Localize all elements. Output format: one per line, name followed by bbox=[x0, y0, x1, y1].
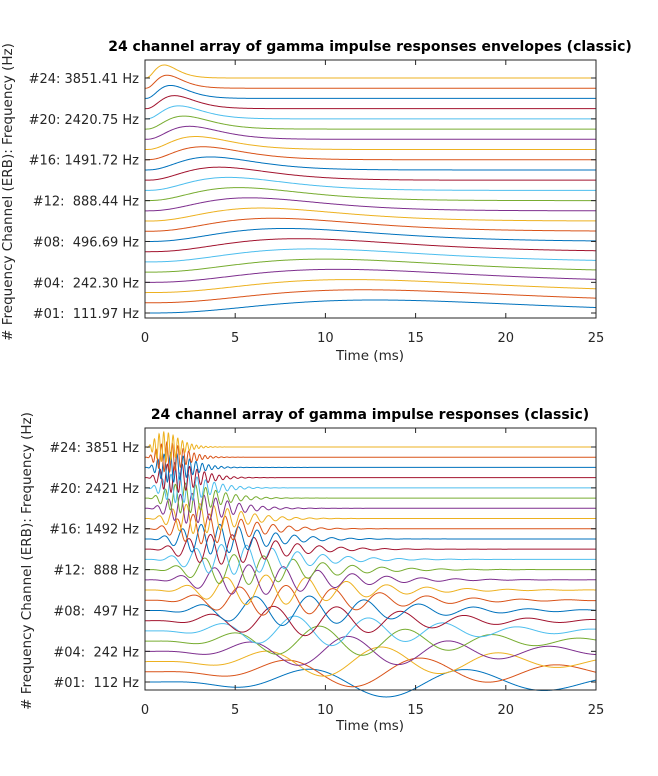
x-tick-label: 5 bbox=[231, 331, 239, 346]
x-tick-label: 0 bbox=[141, 703, 149, 718]
x-tick-label: 10 bbox=[317, 703, 334, 718]
series-channel-22 bbox=[145, 451, 596, 484]
series-channel-16 bbox=[145, 513, 596, 545]
series-channel-17 bbox=[145, 503, 596, 534]
series-channel-23 bbox=[144, 74, 596, 89]
series-channel-08 bbox=[145, 227, 597, 242]
series-channel-09 bbox=[145, 584, 597, 616]
series-channel-18 bbox=[145, 125, 596, 140]
series-channel-06 bbox=[145, 248, 597, 263]
y-tick-label: #24: 3851 Hz bbox=[49, 441, 139, 456]
series-channel-11 bbox=[145, 197, 596, 212]
y-tick-label: #20: 2420.75 Hz bbox=[29, 113, 140, 128]
series-channel-10 bbox=[145, 574, 597, 606]
waveform-plot-area bbox=[144, 427, 597, 691]
y-tick-label: #04: 242.30 Hz bbox=[33, 276, 139, 291]
series-channel-09 bbox=[145, 217, 597, 232]
envelope-chart-title: 24 channel array of gamma impulse respon… bbox=[108, 39, 632, 55]
y-tick-label: #08: 497 Hz bbox=[53, 604, 139, 619]
envelope-y-axis-label: # Frequency Channel (ERB): Frequency (Hz… bbox=[0, 43, 16, 341]
series-channel-22 bbox=[144, 84, 596, 99]
x-tick-label: 15 bbox=[407, 703, 424, 718]
series-channel-15 bbox=[145, 523, 596, 555]
x-tick-label: 15 bbox=[407, 331, 424, 346]
series-channel-24 bbox=[145, 430, 596, 464]
series-channel-05 bbox=[145, 625, 597, 656]
series-channel-11 bbox=[145, 564, 596, 595]
series-channel-03 bbox=[145, 279, 597, 294]
series-channel-21 bbox=[145, 462, 596, 494]
series-channel-19 bbox=[145, 482, 596, 514]
x-tick-label: 5 bbox=[231, 703, 239, 718]
y-tick-label: #04: 242 Hz bbox=[53, 645, 139, 660]
y-tick-label: #16: 1492 Hz bbox=[49, 523, 139, 538]
series-channel-03 bbox=[145, 646, 597, 677]
series-channel-14 bbox=[145, 166, 596, 181]
envelope-x-axis-label: Time (ms) bbox=[335, 348, 404, 364]
series-channel-05 bbox=[145, 258, 597, 273]
envelope-plot-area bbox=[144, 59, 597, 319]
series-channel-24 bbox=[144, 64, 596, 79]
x-tick-label: 20 bbox=[498, 703, 515, 718]
series-channel-10 bbox=[145, 207, 596, 222]
series-channel-13 bbox=[145, 544, 596, 575]
series-channel-20 bbox=[145, 472, 596, 504]
x-tick-label: 20 bbox=[498, 331, 515, 346]
envelope-chart: 24 channel array of gamma impulse respon… bbox=[0, 39, 632, 364]
y-tick-label: #20: 2421 Hz bbox=[49, 482, 139, 497]
envelope-traces bbox=[144, 64, 597, 314]
y-tick-label: #12: 888 Hz bbox=[53, 564, 139, 579]
waveform-traces bbox=[145, 430, 597, 698]
y-tick-label: #01: 112 Hz bbox=[53, 676, 139, 691]
waveform-chart: 24 channel array of gamma impulse respon… bbox=[19, 407, 604, 734]
waveform-x-ticks: 0 5 10 15 20 25 bbox=[141, 428, 604, 718]
series-channel-01 bbox=[145, 299, 597, 314]
series-channel-02 bbox=[145, 289, 597, 304]
series-channel-14 bbox=[145, 534, 596, 565]
x-tick-label: 0 bbox=[141, 331, 149, 346]
waveform-y-ticks: #01: 112 Hz #04: 242 Hz #08: 497 Hz #12: 88… bbox=[49, 441, 596, 691]
series-channel-12 bbox=[145, 187, 596, 202]
series-channel-12 bbox=[145, 554, 596, 585]
series-channel-19 bbox=[144, 115, 596, 130]
waveform-x-axis-label: Time (ms) bbox=[335, 718, 404, 734]
series-channel-08 bbox=[145, 595, 597, 626]
series-channel-18 bbox=[145, 492, 596, 524]
waveform-y-axis-label: # Frequency Channel (ERB): Frequency (Hz… bbox=[19, 412, 35, 710]
y-tick-label: #08: 496.69 Hz bbox=[33, 235, 139, 250]
series-channel-04 bbox=[145, 268, 597, 283]
series-channel-04 bbox=[145, 635, 597, 666]
series-channel-01 bbox=[145, 668, 597, 698]
x-tick-label: 25 bbox=[588, 331, 605, 346]
envelope-y-ticks: #01: 111.97 Hz #04: 242.30 Hz #08: 496.69 … bbox=[29, 72, 596, 322]
x-tick-label: 25 bbox=[588, 703, 605, 718]
series-channel-21 bbox=[144, 95, 596, 110]
series-channel-07 bbox=[145, 238, 597, 253]
envelope-x-ticks: 0 5 10 15 20 25 bbox=[141, 60, 604, 346]
waveform-chart-title: 24 channel array of gamma impulse respon… bbox=[151, 407, 589, 423]
series-channel-16 bbox=[145, 146, 596, 161]
x-tick-label: 10 bbox=[317, 331, 334, 346]
series-channel-17 bbox=[145, 136, 596, 151]
series-channel-02 bbox=[145, 657, 597, 688]
series-channel-07 bbox=[145, 605, 597, 637]
y-tick-label: #24: 3851.41 Hz bbox=[29, 72, 140, 87]
y-tick-label: #01: 111.97 Hz bbox=[33, 307, 139, 322]
series-channel-15 bbox=[145, 156, 596, 171]
series-channel-20 bbox=[144, 105, 596, 120]
y-tick-label: #16: 1491.72 Hz bbox=[29, 154, 140, 169]
series-channel-23 bbox=[145, 441, 596, 474]
series-channel-13 bbox=[145, 176, 596, 191]
series-channel-06 bbox=[145, 615, 597, 647]
y-tick-label: #12: 888.44 Hz bbox=[33, 195, 139, 210]
